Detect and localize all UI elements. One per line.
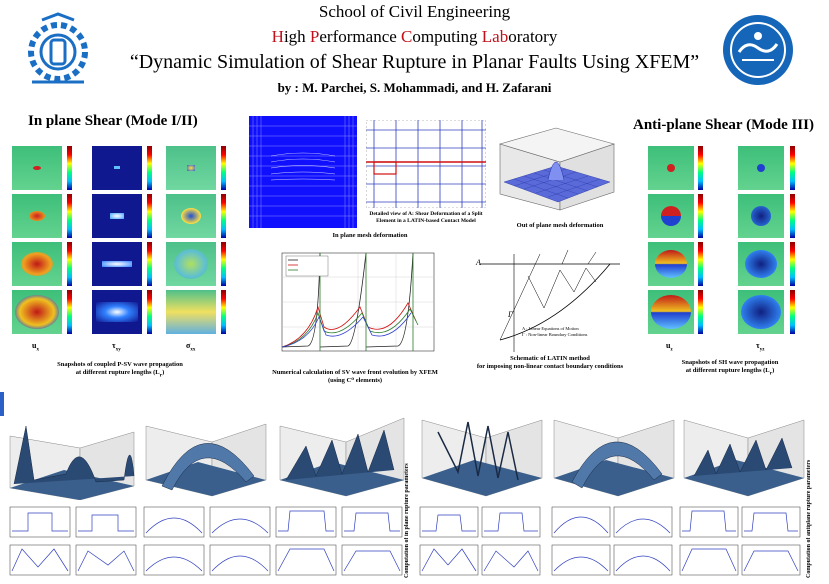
snapshot-ux-4 (12, 290, 62, 334)
inplane-mesh-image (249, 116, 357, 228)
sv-plot-caption: Numerical calculation of SV wave front e… (272, 369, 438, 384)
antiplane-col-label-uz: uz (666, 341, 673, 353)
university-gear-logo (22, 12, 94, 90)
antiplane-surface-plots (418, 392, 808, 500)
snapshot-uz-1 (648, 146, 694, 190)
snapshot-txy-2 (92, 194, 142, 238)
inplane-col-label-sxx: σxx (186, 341, 196, 353)
inplane-col-label-txy: τxy (112, 341, 121, 353)
snapshot-ux-2 (12, 194, 62, 238)
snapshot-ux-1 (12, 146, 62, 190)
latin-schematic (470, 244, 630, 352)
sv-wavefront-plot (268, 247, 440, 365)
snapshot-tyz-3 (738, 242, 784, 286)
latin-legend-gamma: Γ : Non-linear Boundary Conditions (522, 332, 588, 337)
outplane-mesh-caption: Out of plane mesh deformation (516, 222, 604, 229)
latin-legend-a: A : Linear Equations of Motion (522, 326, 579, 331)
school-name: School of Civil Engineering (318, 2, 511, 21)
inplane-col-label-ux: ux (32, 341, 39, 353)
inplane-caption: Snapshots of coupled P-SV wave propagati… (57, 361, 183, 379)
inplane-parameters-side-label: Computation of in plane rupture paramete… (404, 463, 410, 578)
outplane-mesh-image (490, 114, 620, 214)
inplane-section-title: In plane Shear (Mode I/II) (28, 113, 198, 129)
detail-mesh-image (365, 119, 487, 209)
inplane-snapshot-grid (0, 140, 240, 340)
snapshot-sxx-4 (166, 290, 216, 334)
university-tehran-seal (717, 12, 799, 88)
inplane-mesh-caption: In plane mesh deformation (332, 232, 408, 239)
paper-title: “Dynamic Simulation of Shear Rupture in … (129, 51, 700, 73)
detail-mesh-caption: Detailed view of A: Shear Deformation of… (369, 211, 483, 224)
left-edge-marker (0, 392, 4, 416)
latin-point-gamma: Γ (508, 310, 513, 319)
snapshot-sxx-3 (166, 242, 216, 286)
snapshot-txy-3 (92, 242, 142, 286)
snapshot-uz-2 (648, 194, 694, 238)
inplane-small-plots (8, 505, 412, 579)
inplane-surface-plots (6, 396, 410, 501)
snapshot-ux-3 (12, 242, 62, 286)
antiplane-parameters-side-label: Computation of antiplane rupture paramet… (806, 459, 812, 578)
snapshot-uz-3 (648, 242, 694, 286)
antiplane-small-plots (418, 505, 802, 579)
latin-caption: Schematic of LATIN method for imposing n… (476, 355, 624, 370)
snapshot-tyz-1 (738, 146, 784, 190)
snapshot-txy-4 (92, 290, 142, 334)
snapshot-sxx-1 (166, 146, 216, 190)
snapshot-uz-4 (648, 290, 694, 334)
antiplane-caption: Snapshots of SH wave propagation at diff… (681, 359, 779, 377)
snapshot-txy-1 (92, 146, 142, 190)
snapshot-sxx-2 (166, 194, 216, 238)
latin-point-a: A (476, 258, 481, 267)
snapshot-tyz-4 (738, 290, 784, 334)
antiplane-col-label-tyz: τyz (756, 341, 765, 353)
lab-name: High Performance Computing Laboratory (271, 27, 558, 46)
antiplane-snapshot-grid (640, 140, 815, 340)
antiplane-section-title: Anti-plane Shear (Mode III) (633, 117, 814, 133)
snapshot-tyz-2 (738, 194, 784, 238)
authors: by : M. Parchei, S. Mohammadi, and H. Za… (277, 80, 552, 95)
